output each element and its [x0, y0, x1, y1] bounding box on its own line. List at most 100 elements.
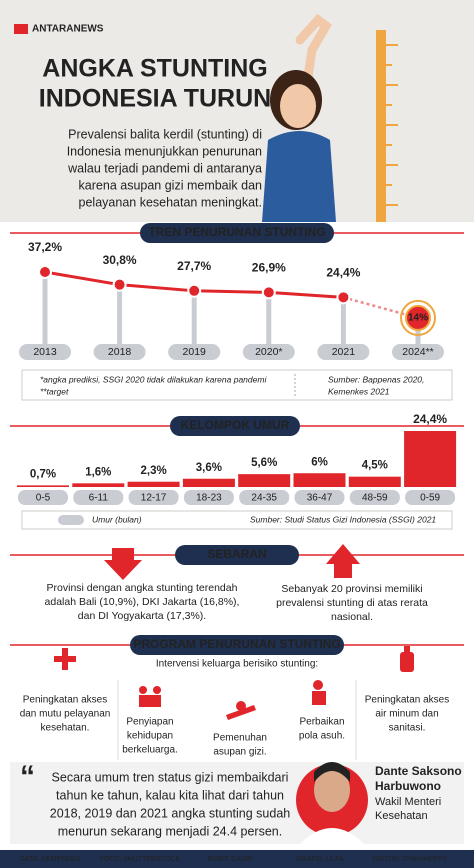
bar — [348, 476, 401, 487]
source: Sumber: Studi Status Gizi Indonesia (SSG… — [250, 514, 436, 524]
value-label: 4,5% — [362, 460, 388, 472]
x-tick-label: 2024** — [402, 346, 434, 358]
value-label: 1,6% — [85, 466, 111, 478]
notes-box — [21, 369, 453, 401]
x-label-box — [317, 344, 370, 360]
section-title: TREN PENURUNAN STUNTING — [148, 225, 325, 239]
x-tick-label: 6-11 — [89, 493, 109, 504]
value-label: 3,6% — [196, 462, 222, 474]
note: *angka prediksi, SSGI 2020 tidak dilakuk… — [40, 374, 267, 384]
subtitle: Intervensi keluarga berisiko stunting: — [156, 659, 318, 670]
text-line: Perbaikan — [299, 717, 344, 728]
text-line: Harbuwono — [375, 779, 441, 793]
text-line: Prevalensi balita kerdil (stunting) di — [68, 127, 262, 141]
section-title: SEBARAN — [207, 547, 266, 561]
point — [336, 290, 351, 305]
value-label: 14% — [408, 313, 428, 324]
quote: Secara umum tren status gizi membaikdari… — [50, 764, 462, 838]
text-line: pelayanan kesehatan meningkat. — [79, 195, 262, 209]
x-tick-label: 12-17 — [141, 493, 167, 504]
x-label-box — [392, 344, 444, 360]
credit: FOTO: SHUTTERSTOCK — [100, 856, 181, 863]
value-label: 30,8% — [103, 253, 137, 267]
x-tick-label: 2021 — [332, 346, 356, 358]
quote-mark: “ — [20, 760, 35, 793]
credit: EDITOR: DYAH/HEPPY — [373, 856, 448, 863]
credit: RISET: DASRI — [207, 856, 252, 863]
target-point — [405, 304, 431, 331]
projection-dash — [343, 296, 419, 320]
spread-text: Provinsi dengan angka stunting terendah a… — [45, 582, 428, 623]
text-line: air minum dan — [375, 709, 438, 720]
text-line: Penyiapan — [126, 717, 173, 728]
footer-bar — [0, 850, 474, 868]
value-label: 6% — [311, 456, 328, 468]
text-line: Peningkatan akses — [23, 695, 108, 706]
text-line: Pemenuhan — [213, 733, 267, 744]
legend: Umur (bulan) — [92, 514, 142, 524]
x-tick-label: 18-23 — [196, 493, 222, 504]
legend-box — [21, 510, 453, 530]
section-pill — [170, 416, 300, 436]
x-label-box — [242, 344, 295, 360]
program-items: Peningkatan akses dan mutu pelayanan keseh… — [20, 695, 450, 758]
text-line: walau terjadi pandemi di antaranya — [67, 161, 262, 175]
source: Kemenkes 2021 — [328, 386, 390, 396]
section-title: PROGRAM PENURUNAN STUNTING — [133, 637, 340, 651]
x-label-box — [294, 490, 345, 505]
text-line: menurun sekarang menjadi 24.4 persen. — [58, 824, 282, 838]
bar — [182, 478, 235, 487]
x-tick-label: 2013 — [33, 346, 57, 358]
text-line: dan DI Yogyakarta (17,3%). — [78, 610, 206, 622]
credit: DATA: KEMENKES — [20, 856, 81, 863]
value-label: 26,9% — [252, 261, 286, 275]
arrow-down — [104, 548, 142, 580]
bar — [127, 481, 180, 487]
text-line: 2018, 2019 dan 2021 angka stunting sudah — [50, 806, 291, 820]
x-label-box — [18, 490, 68, 505]
text-line: Indonesia menunjukkan penurunan — [67, 144, 262, 158]
x-label-box — [73, 490, 124, 505]
line-chart: 2013 2018 2019 2020* 2021 2024** 37,2% 30,8% 27,… — [19, 240, 444, 360]
x-tick-label: 36-47 — [307, 493, 333, 504]
photo-bg — [0, 0, 474, 222]
text-line: pola asuh. — [299, 731, 345, 742]
x-label-box — [239, 490, 290, 505]
x-tick-label: 2020* — [255, 346, 282, 358]
section-pill — [140, 223, 334, 243]
intro: Prevalensi balita kerdil (stunting) di In… — [67, 127, 262, 209]
x-label-box — [349, 490, 400, 505]
value-label: 27,7% — [177, 259, 211, 273]
bar — [293, 473, 346, 487]
text-line: Dante Saksono — [375, 764, 462, 778]
text-line: Peningkatan akses — [365, 695, 450, 706]
x-tick-label: 2019 — [183, 346, 207, 358]
value-label: 5,6% — [251, 457, 277, 469]
x-tick-label: 2018 — [108, 346, 132, 358]
section-pill — [130, 635, 344, 655]
bar — [17, 485, 69, 487]
point — [112, 277, 127, 292]
text-line: tahun ke tahun, kalau kita lihat dari ta… — [56, 788, 284, 802]
child-illustration — [262, 13, 336, 222]
bar-chart: 0,7% 0-5 1,6% 6-11 2,3% 12-17 3,6% 18-23 5,6% 24-… — [17, 412, 457, 505]
note: **target — [40, 386, 69, 396]
bar — [72, 483, 125, 487]
section-title: KELOMPOK UMUR — [181, 418, 290, 432]
text-line: kehidupan — [127, 731, 173, 742]
x-tick-label: 24-35 — [251, 493, 277, 504]
value-label: 2,3% — [140, 465, 166, 477]
source: Sumber: Bappenas 2020, — [328, 374, 424, 384]
x-label-box — [168, 344, 221, 360]
text-line: Sebanyak 20 provinsi memiliki — [281, 583, 422, 595]
section-pill — [175, 545, 299, 565]
footer: DATA: KEMENKES FOTO: SHUTTERSTOCK RISET: D… — [20, 856, 448, 863]
text-line: adalah Bali (10,9%), DKI Jakarta (16,8%)… — [45, 596, 240, 608]
point — [261, 285, 276, 300]
bar — [238, 474, 291, 487]
x-label-box — [183, 490, 234, 505]
quote-box — [10, 762, 464, 844]
x-tick-label: 0-59 — [420, 493, 440, 504]
portrait — [296, 762, 368, 844]
